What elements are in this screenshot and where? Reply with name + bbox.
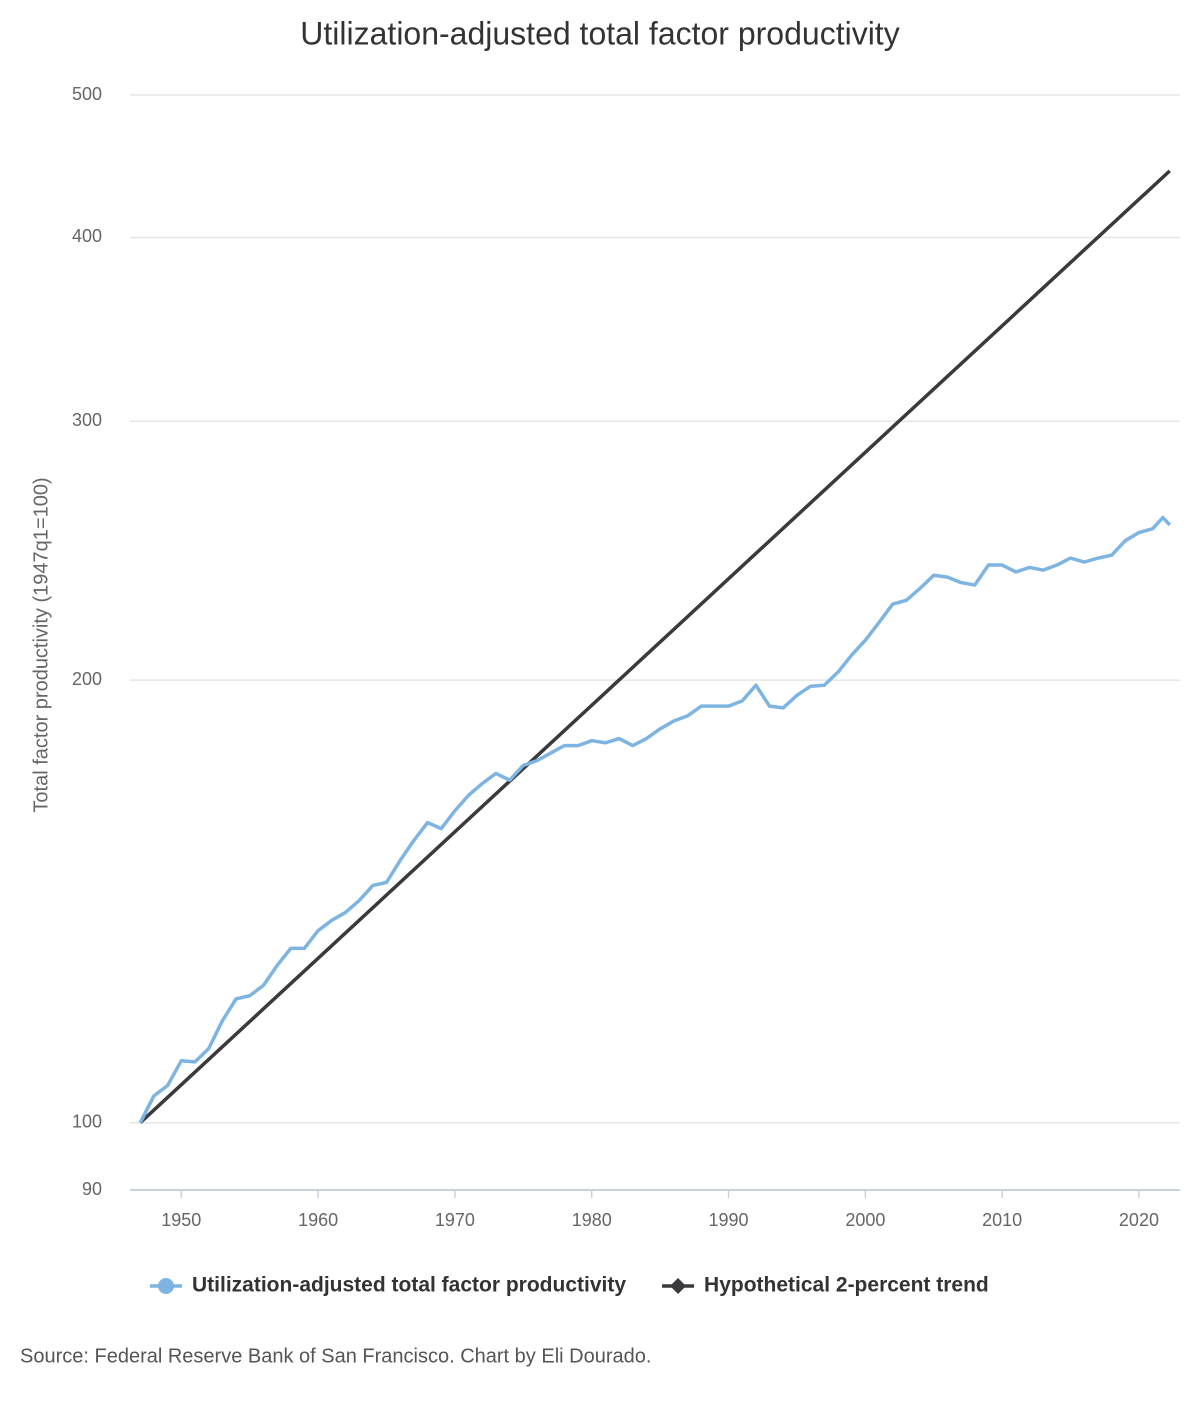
- y-tick-label: 200: [72, 669, 102, 689]
- legend-marker: [158, 1278, 174, 1294]
- x-tick-label: 1960: [298, 1210, 338, 1230]
- chart-title: Utilization-adjusted total factor produc…: [300, 15, 899, 51]
- x-tick-label: 1970: [435, 1210, 475, 1230]
- y-tick-label: 300: [72, 410, 102, 430]
- x-tick-label: 1950: [161, 1210, 201, 1230]
- x-tick-label: 1990: [709, 1210, 749, 1230]
- y-tick-label: 500: [72, 84, 102, 104]
- y-tick-label: 100: [72, 1111, 102, 1131]
- series-line: [139, 169, 1171, 1125]
- y-tick-label: 400: [72, 226, 102, 246]
- x-tick-label: 1980: [572, 1210, 612, 1230]
- y-tick-label: 90: [82, 1179, 102, 1199]
- legend-label: Utilization-adjusted total factor produc…: [192, 1274, 626, 1297]
- x-tick-label: 2000: [845, 1210, 885, 1230]
- legend-marker: [670, 1278, 687, 1294]
- y-axis-label: Total factor productivity (1947q1=100): [30, 477, 52, 812]
- x-tick-label: 2020: [1119, 1210, 1159, 1230]
- source-note: Source: Federal Reserve Bank of San Fran…: [20, 1345, 651, 1367]
- x-tick-label: 2010: [982, 1210, 1022, 1230]
- series-line: [138, 515, 1172, 1124]
- legend-label: Hypothetical 2-percent trend: [704, 1274, 989, 1297]
